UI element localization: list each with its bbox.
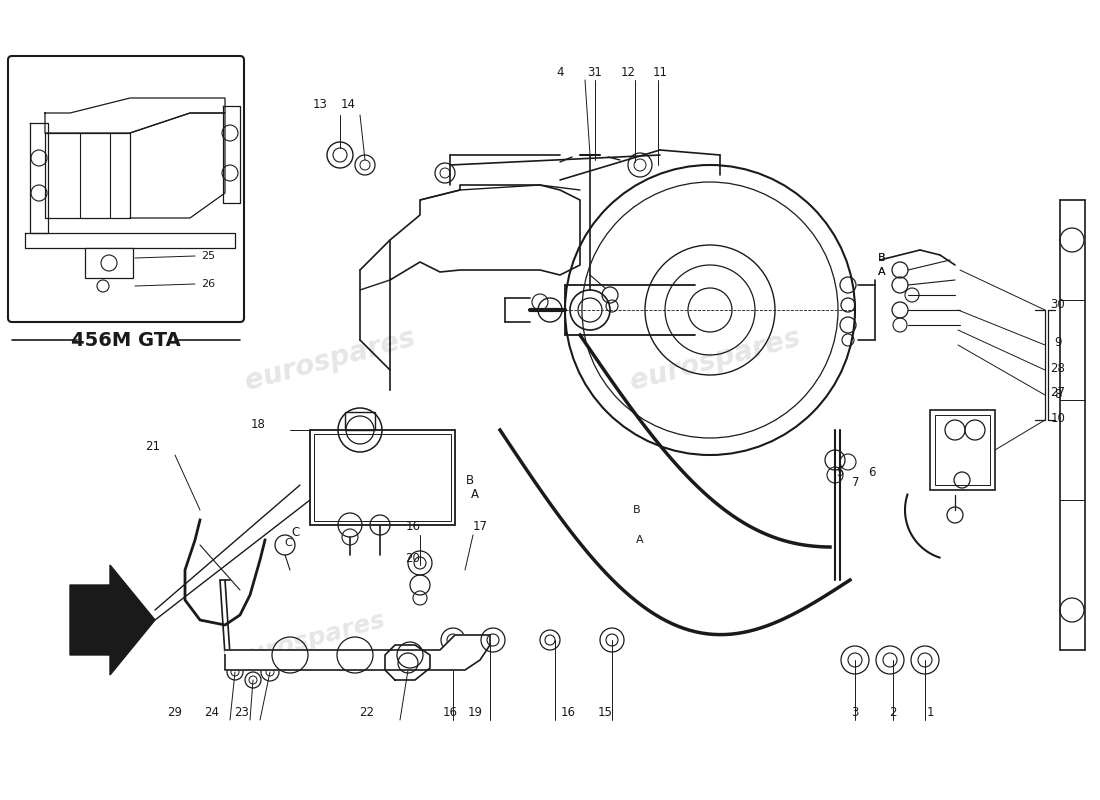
Text: 3: 3	[851, 706, 859, 718]
Text: 12: 12	[620, 66, 636, 78]
Text: 10: 10	[1050, 411, 1066, 425]
Text: B: B	[634, 505, 641, 515]
Text: eurospares: eurospares	[229, 608, 387, 672]
Text: 24: 24	[205, 706, 220, 718]
Text: 22: 22	[360, 706, 374, 718]
Text: 15: 15	[597, 706, 613, 718]
Text: C: C	[284, 538, 292, 548]
Text: 20: 20	[406, 551, 420, 565]
Text: 5: 5	[836, 466, 844, 479]
Text: 13: 13	[312, 98, 328, 111]
Text: 14: 14	[341, 98, 355, 111]
Text: 6: 6	[868, 466, 876, 479]
Text: 9: 9	[1054, 335, 1062, 349]
Text: A: A	[471, 489, 478, 502]
Bar	[310, 430, 455, 525]
Text: 1: 1	[926, 706, 934, 718]
Text: A: A	[878, 267, 886, 277]
Text: 16: 16	[442, 706, 458, 718]
Polygon shape	[25, 233, 235, 248]
Text: 16: 16	[406, 521, 420, 534]
Text: A: A	[878, 267, 886, 277]
Text: B: B	[878, 253, 886, 263]
Text: 4: 4	[557, 66, 563, 78]
Text: B: B	[878, 253, 886, 263]
Text: 23: 23	[234, 706, 250, 718]
Text: 16: 16	[561, 706, 575, 718]
Text: 18: 18	[251, 418, 265, 431]
Text: 28: 28	[1050, 362, 1066, 374]
Polygon shape	[30, 123, 48, 233]
Bar	[935, 415, 990, 485]
Text: 7: 7	[852, 475, 860, 489]
Text: 25: 25	[201, 251, 216, 261]
Polygon shape	[70, 565, 155, 675]
Text: C: C	[290, 526, 299, 538]
Text: 30: 30	[1050, 298, 1066, 311]
Text: 21: 21	[145, 441, 161, 454]
Text: 456M GTA: 456M GTA	[72, 330, 180, 350]
Text: 31: 31	[587, 66, 603, 78]
Text: 2: 2	[889, 706, 896, 718]
Polygon shape	[45, 98, 225, 133]
Bar	[314, 434, 451, 521]
Text: eurospares: eurospares	[627, 324, 803, 396]
Polygon shape	[226, 635, 490, 670]
Bar	[85, 248, 133, 278]
Bar	[930, 410, 996, 490]
Text: B: B	[466, 474, 474, 486]
Polygon shape	[130, 113, 225, 218]
Text: 8: 8	[1054, 389, 1062, 402]
Bar	[345, 412, 375, 430]
Polygon shape	[223, 106, 240, 203]
Text: 17: 17	[473, 521, 487, 534]
Text: eurospares: eurospares	[242, 324, 418, 396]
Text: A: A	[636, 535, 644, 545]
Text: 26: 26	[201, 279, 216, 289]
Text: 29: 29	[167, 706, 183, 718]
FancyBboxPatch shape	[8, 56, 244, 322]
Text: 27: 27	[1050, 386, 1066, 399]
Text: 11: 11	[652, 66, 668, 78]
Polygon shape	[45, 133, 130, 218]
Text: 19: 19	[468, 706, 483, 718]
